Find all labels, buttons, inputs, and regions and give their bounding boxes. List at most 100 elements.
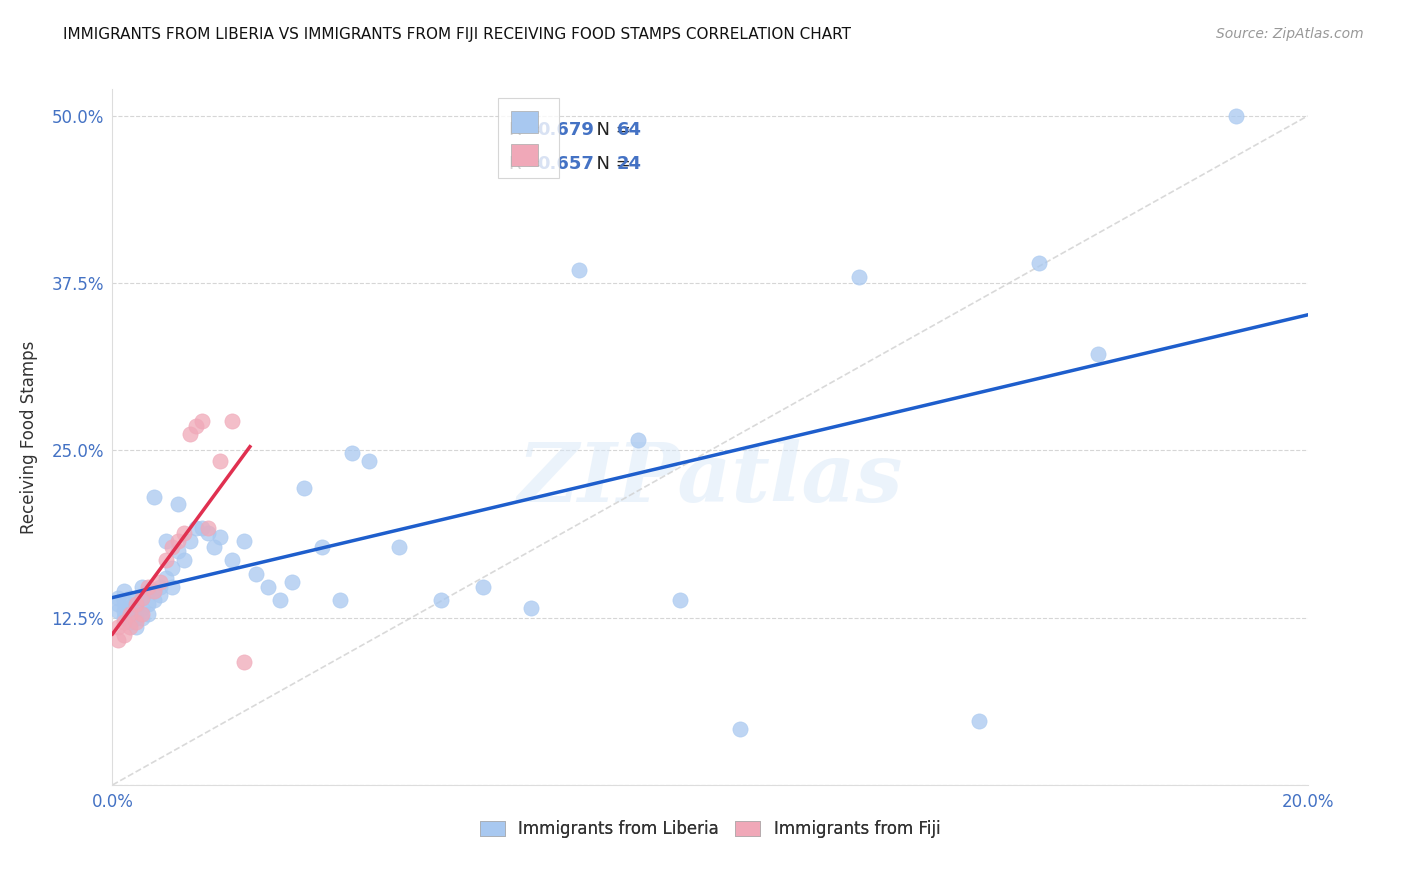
Text: R =: R = [509, 120, 548, 138]
Point [120, 615, 142, 629]
Point [191, 521, 214, 535]
Point [149, 580, 172, 594]
Point [245, 566, 267, 581]
Point [138, 584, 160, 599]
Point [162, 540, 183, 554]
Point [179, 534, 201, 549]
Point [292, 481, 315, 495]
Point [162, 580, 183, 594]
Point [149, 574, 172, 589]
Point [209, 454, 232, 468]
Point [520, 601, 543, 615]
Point [138, 607, 160, 621]
Point [125, 591, 148, 605]
Point [329, 593, 352, 607]
Text: N =: N = [585, 155, 636, 173]
Point [197, 521, 219, 535]
Point [186, 419, 208, 434]
Point [131, 611, 153, 625]
Point [107, 604, 129, 618]
Point [388, 540, 411, 554]
Point [430, 593, 453, 607]
Point [138, 598, 160, 612]
Point [728, 722, 751, 736]
Point [125, 601, 148, 615]
Point [202, 540, 225, 554]
Point [107, 633, 129, 648]
Text: 0.679: 0.679 [537, 120, 593, 138]
Text: 24: 24 [617, 155, 641, 173]
Point [149, 588, 172, 602]
Point [1087, 347, 1109, 361]
Point [120, 620, 142, 634]
Point [191, 414, 214, 428]
Point [114, 584, 135, 599]
Point [311, 540, 333, 554]
Point [669, 593, 692, 607]
Point [197, 526, 219, 541]
Point [155, 571, 177, 585]
Point [233, 655, 256, 669]
Point [173, 526, 195, 541]
Point [125, 611, 148, 625]
Point [162, 561, 183, 575]
Point [120, 607, 142, 621]
Point [179, 427, 201, 442]
Point [155, 534, 177, 549]
Text: ZIPatlas: ZIPatlas [517, 439, 903, 519]
Text: 64: 64 [617, 120, 641, 138]
Text: N =: N = [585, 120, 636, 138]
Point [114, 628, 135, 642]
Point [340, 446, 363, 460]
Point [138, 580, 160, 594]
Point [143, 490, 166, 504]
Point [173, 553, 195, 567]
Point [114, 611, 135, 625]
Point [131, 591, 153, 605]
Point [125, 615, 148, 629]
Point [125, 598, 148, 612]
Text: IMMIGRANTS FROM LIBERIA VS IMMIGRANTS FROM FIJI RECEIVING FOOD STAMPS CORRELATIO: IMMIGRANTS FROM LIBERIA VS IMMIGRANTS FR… [63, 27, 851, 42]
Point [848, 269, 870, 284]
Point [167, 534, 190, 549]
Point [221, 414, 243, 428]
Point [107, 620, 129, 634]
Point [472, 580, 495, 594]
Point [627, 433, 650, 447]
Point [114, 604, 135, 618]
Text: Source: ZipAtlas.com: Source: ZipAtlas.com [1216, 27, 1364, 41]
Point [221, 553, 243, 567]
Point [114, 615, 135, 629]
Point [967, 714, 990, 728]
Point [1028, 256, 1050, 270]
Point [167, 497, 190, 511]
Point [155, 553, 177, 567]
Point [107, 598, 129, 612]
Point [269, 593, 291, 607]
Text: R =: R = [509, 155, 548, 173]
Point [131, 580, 153, 594]
Point [143, 584, 166, 599]
Point [120, 591, 142, 605]
Point [257, 580, 280, 594]
Point [359, 454, 381, 468]
Point [281, 574, 304, 589]
Text: 0.657: 0.657 [537, 155, 593, 173]
Y-axis label: Receiving Food Stamps: Receiving Food Stamps [20, 341, 38, 533]
Point [107, 591, 129, 605]
Point [568, 263, 591, 277]
Point [114, 593, 135, 607]
Point [125, 620, 148, 634]
Point [233, 534, 256, 549]
Point [186, 521, 208, 535]
Point [209, 530, 232, 544]
Point [1225, 109, 1247, 123]
Point [120, 607, 142, 621]
Point [131, 601, 153, 615]
Point [143, 593, 166, 607]
Point [167, 544, 190, 558]
Point [143, 584, 166, 599]
Point [120, 599, 142, 614]
Point [131, 607, 153, 621]
Point [131, 591, 153, 605]
